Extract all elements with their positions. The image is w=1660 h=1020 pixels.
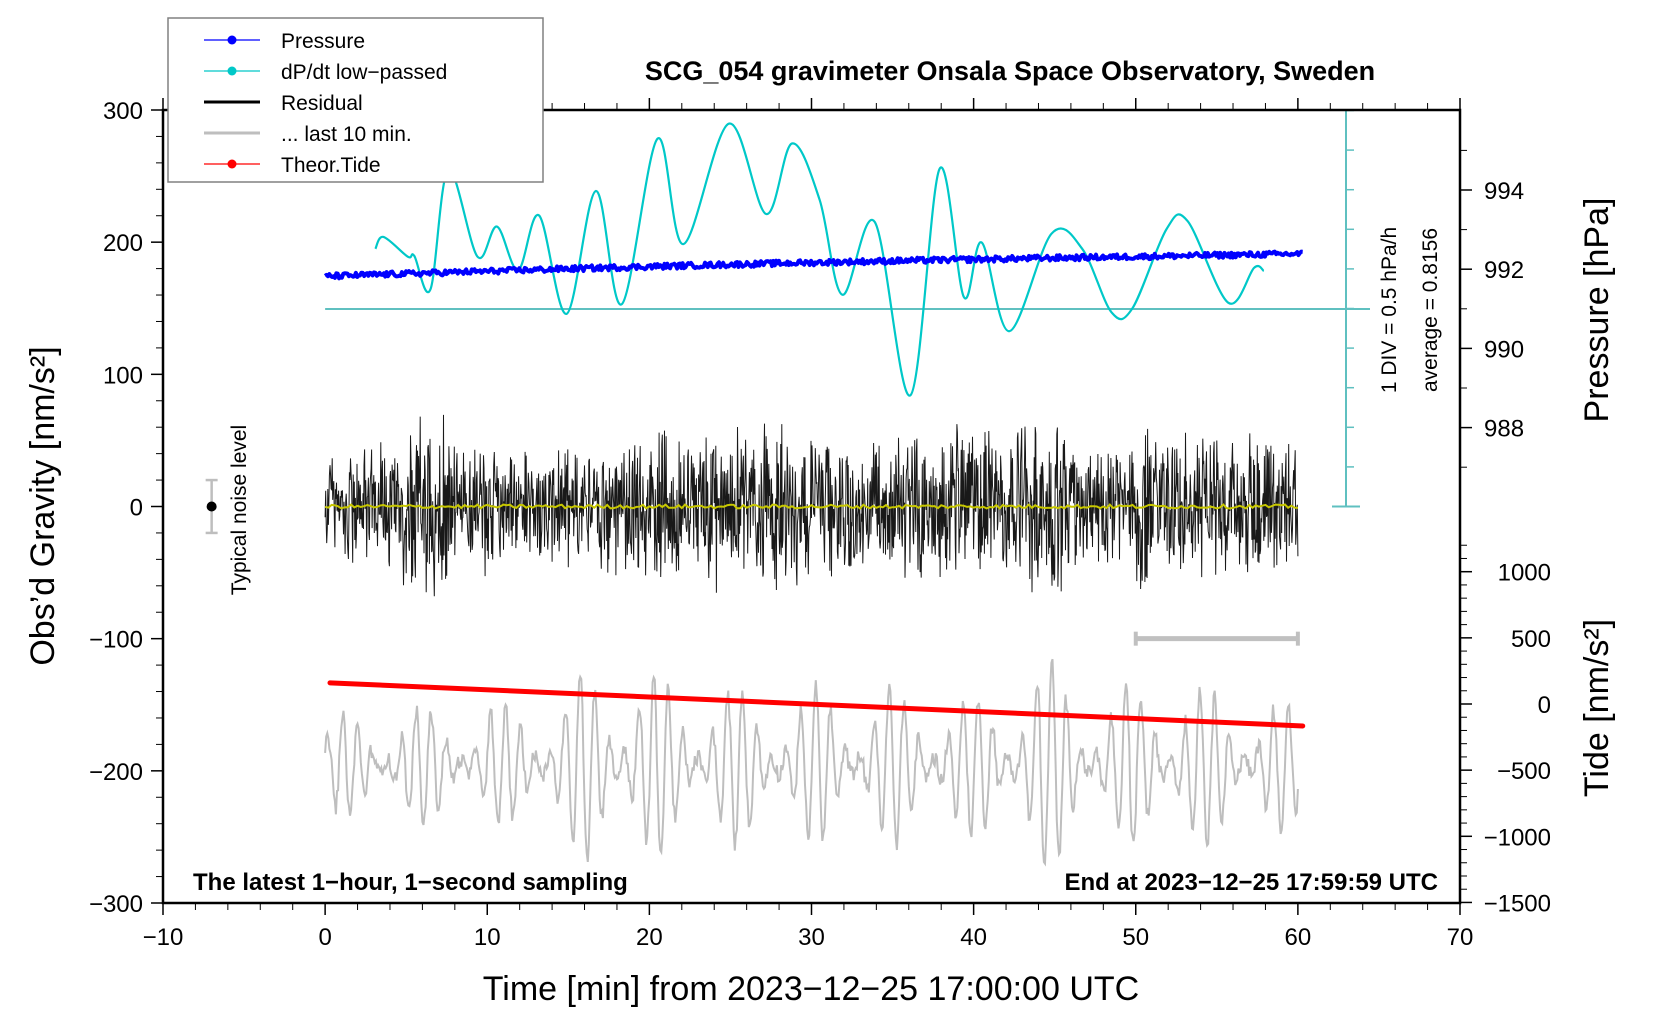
y-left-tick-label: −100 [89, 627, 143, 654]
pressure-line [323, 249, 1304, 281]
tide-tick-label: 500 [1511, 626, 1551, 653]
dpdt-line [374, 122, 1265, 397]
dpdt-scale-label: 1 DIV = 0.5 hPa/h [1378, 227, 1401, 393]
x-tick-label: 60 [1285, 924, 1312, 951]
noise-level-label: Typical noise level [228, 425, 251, 595]
legend-label: Pressure [281, 30, 365, 53]
tide-tick-label: −1500 [1484, 890, 1551, 917]
x-axis-title: Time [min] from 2023−12−25 17:00:00 UTC [483, 970, 1139, 1008]
pressure-tick-label: 992 [1484, 257, 1524, 284]
y-left-tick-label: 200 [103, 230, 143, 257]
y-left-tick-label: 100 [103, 362, 143, 389]
x-tick-label: 30 [798, 924, 825, 951]
x-tick-label: 70 [1447, 924, 1474, 951]
legend: Pressure dP/dt low−passed Residual ... last… [167, 17, 544, 183]
residual-smoothed-line [324, 503, 1298, 510]
pressure-series [323, 249, 1304, 281]
y-axis-tide-title: Tide [nm/s²] [1578, 619, 1616, 797]
tide-tick-label: 1000 [1498, 560, 1551, 587]
end-time-note: End at 2023−12−25 17:59:59 UTC [1064, 869, 1438, 896]
annotations [205, 478, 1300, 646]
residual-line [324, 414, 1299, 597]
x-tick-label: −10 [143, 924, 184, 951]
axes: −10 0 10 20 30 40 50 60 703002001000−100−200−300… [89, 98, 1551, 951]
pressure-tick-label: 994 [1484, 178, 1524, 205]
x-tick-label: 10 [474, 924, 501, 951]
residual-smoothed-series [324, 503, 1298, 510]
residual-series [324, 414, 1299, 597]
x-tick-label: 20 [636, 924, 663, 951]
y-axis-pressure-title: Pressure [hPa] [1578, 198, 1616, 423]
legend-swatch-marker [227, 66, 237, 76]
tide-tick-label: 0 [1538, 692, 1551, 719]
last-10-min-series [324, 658, 1299, 867]
theor-tide-series [327, 680, 1306, 729]
y-left-tick-label: 300 [103, 98, 143, 125]
y-axis-left-title: Obs’d Gravity [nm/s²] [24, 346, 62, 665]
x-tick-label: 40 [960, 924, 987, 951]
pressure-tick-label: 990 [1484, 336, 1524, 363]
legend-label: ... last 10 min. [281, 123, 412, 146]
y-left-tick-label: −300 [89, 891, 143, 918]
sampling-note: The latest 1−hour, 1−second sampling [193, 869, 628, 896]
pressure-tick-label: 988 [1484, 416, 1524, 443]
legend-label: Theor.Tide [281, 154, 381, 177]
legend-label: Residual [281, 92, 363, 115]
chart-title: SCG_054 gravimeter Onsala Space Observat… [645, 56, 1375, 86]
last-10-min-line [324, 658, 1299, 867]
dpdt-average-label: average = 0.8156 [1419, 228, 1442, 392]
legend-swatch-marker [227, 159, 237, 169]
tide-tick-label: −500 [1497, 758, 1551, 785]
y-left-tick-label: −200 [89, 759, 143, 786]
x-tick-label: 50 [1122, 924, 1149, 951]
x-tick-label: 0 [318, 924, 331, 951]
y-left-tick-label: 0 [130, 495, 143, 522]
dpdt-scale-axis [325, 109, 1370, 508]
legend-box [167, 17, 544, 183]
dpdt-series [374, 122, 1265, 397]
legend-swatch-marker [227, 35, 237, 45]
legend-label: dP/dt low−passed [281, 61, 447, 84]
theor-tide-line [327, 680, 1306, 729]
noise-level-dot [206, 501, 217, 512]
tide-tick-label: −1000 [1484, 824, 1551, 851]
